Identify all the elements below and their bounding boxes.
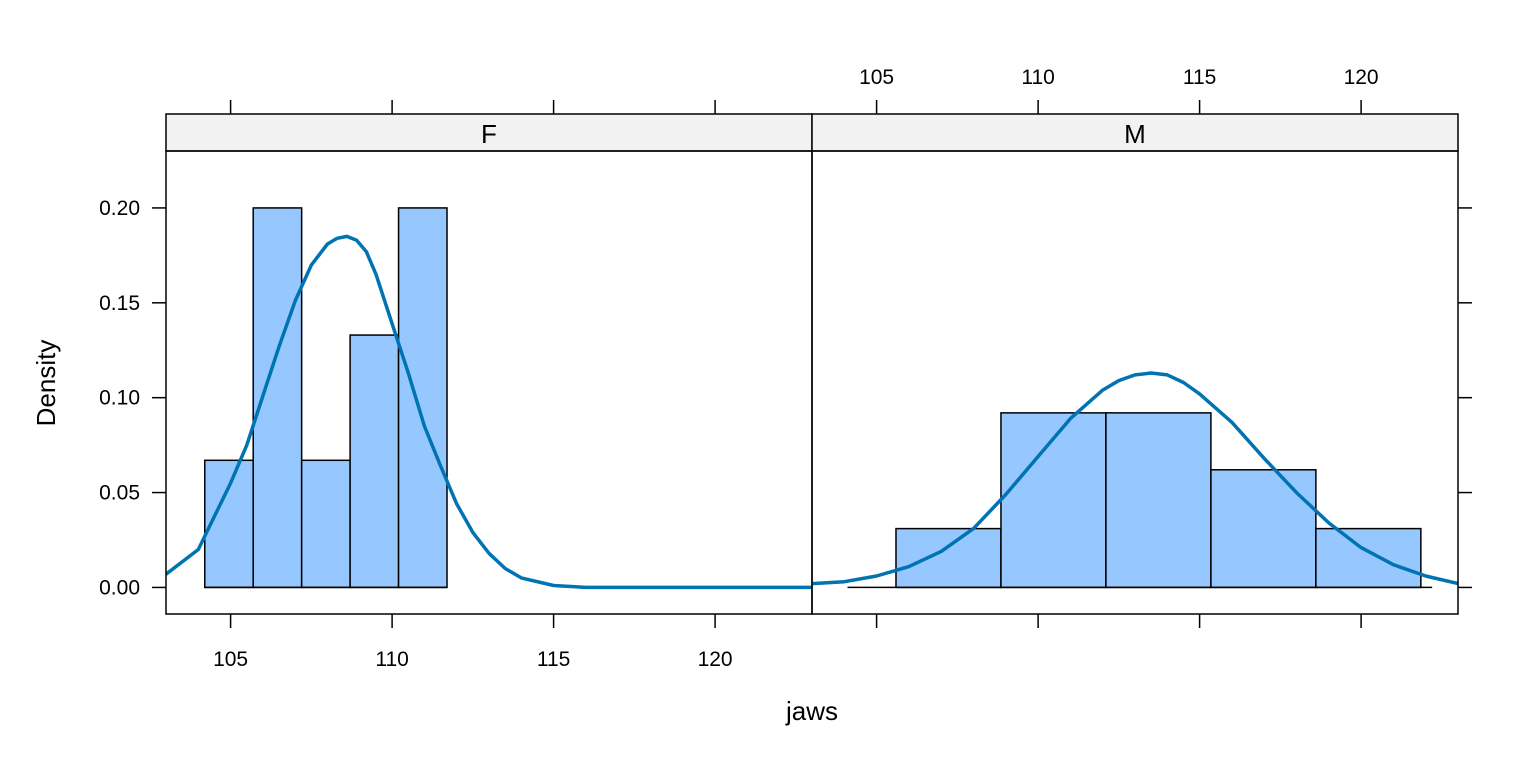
bar-F-3 xyxy=(300,459,351,589)
panel-F: F xyxy=(165,113,813,615)
density-curve-M xyxy=(812,371,1458,586)
bar-F-5 xyxy=(397,207,448,589)
x-tick-label-top-110: 110 xyxy=(1021,66,1054,89)
bar-M-4 xyxy=(1210,469,1317,589)
strip-F xyxy=(165,113,813,152)
y-tick-label-1: 0.05 xyxy=(99,482,140,505)
x-tick-label-bottom-115: 115 xyxy=(537,648,570,671)
density-curve-F xyxy=(166,234,812,590)
bar-F-1 xyxy=(204,459,254,589)
bar-F-4 xyxy=(349,334,400,589)
x-tick-label-bottom-105: 105 xyxy=(213,648,248,671)
y-tick-label-3: 0.15 xyxy=(99,292,140,315)
x-tick-label-bottom-120: 120 xyxy=(698,648,733,671)
y-tick-label-0: 0.00 xyxy=(99,576,140,599)
strip-label-M: M xyxy=(1124,119,1146,149)
bar-M-5 xyxy=(1315,527,1422,589)
x-tick-label-top-105: 105 xyxy=(859,66,894,89)
x-tick-label-top-120: 120 xyxy=(1344,66,1379,89)
bar-M-3 xyxy=(1105,412,1212,589)
y-axis-label: Density xyxy=(31,340,61,427)
panel-border-M xyxy=(811,150,1459,615)
axes-layer: 105 110 115 120 105 110 115 120 0.00 0.05 0.10 0.15… xyxy=(99,66,1472,671)
bar-M-2 xyxy=(1000,412,1107,589)
strip-label-F: F xyxy=(481,119,497,149)
x-tick-label-bottom-110: 110 xyxy=(375,648,408,671)
y-tick-label-4: 0.20 xyxy=(99,197,140,220)
y-tick-label-2: 0.10 xyxy=(99,387,140,410)
bar-M-1 xyxy=(895,527,1002,589)
panel-M: M xyxy=(811,113,1459,615)
x-axis-label: jaws xyxy=(785,696,838,726)
strip-M xyxy=(811,113,1459,152)
x-tick-label-top-115: 115 xyxy=(1183,66,1216,89)
